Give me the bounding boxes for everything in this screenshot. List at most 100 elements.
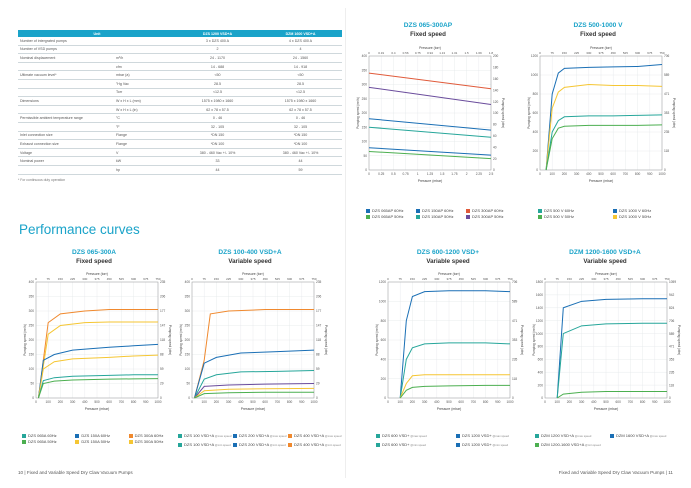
legend-item: DZS 300AP 50Hz bbox=[466, 214, 504, 219]
col-header-unit: Unit bbox=[18, 30, 176, 37]
top-axis-label: Pressure (torr) bbox=[242, 272, 264, 276]
x-tick-label: 0 bbox=[368, 172, 370, 176]
row-value-dzs: 28.5 bbox=[176, 79, 259, 89]
y-axis-label: Pumping speed (m³/h) bbox=[375, 324, 379, 356]
y2-tick-label: 120 bbox=[493, 100, 499, 104]
chart-subtitle-dzm1200-1600vsd: Variable speed bbox=[583, 258, 627, 265]
y-tick-label: 0 bbox=[188, 396, 190, 400]
top-tick-label: 1.5 bbox=[465, 51, 470, 55]
y-tick-label: 300 bbox=[29, 309, 35, 313]
legend-swatch bbox=[233, 442, 237, 447]
series-line bbox=[194, 387, 315, 399]
row-unit: m³/h bbox=[114, 53, 176, 63]
top-tick-label: 450 bbox=[616, 277, 621, 281]
series-line bbox=[37, 343, 159, 399]
legend-note: @max speed bbox=[409, 434, 427, 438]
chart-title-dzs065-300a: DZS 065-300A bbox=[72, 249, 116, 256]
x-tick-label: 900 bbox=[299, 400, 305, 404]
x-tick-label: 800 bbox=[635, 172, 641, 176]
x-tick-label: 2.25 bbox=[476, 172, 482, 176]
legend-swatch bbox=[376, 433, 380, 438]
top-tick-label: 0.19 bbox=[378, 51, 384, 55]
x-tick-label: 900 bbox=[495, 400, 501, 404]
row-unit: °F bbox=[114, 122, 176, 132]
top-tick-label: 300 bbox=[82, 277, 87, 281]
y-axis-label: Pumping speed (m³/h) bbox=[527, 97, 531, 129]
top-tick-label: 450 bbox=[459, 277, 464, 281]
top-tick-label: 525 bbox=[628, 277, 633, 281]
y2-tick-label: 471 bbox=[512, 319, 518, 323]
table-row: Torr <12.5 <12.5 bbox=[18, 88, 342, 98]
y-tick-label: 50 bbox=[30, 382, 34, 386]
legend-swatch bbox=[288, 433, 292, 438]
series-line bbox=[368, 147, 492, 156]
row-label: Number of VSD pumps bbox=[18, 45, 114, 55]
y-tick-label: 1200 bbox=[536, 319, 543, 323]
x-tick-label: 1 bbox=[417, 172, 419, 176]
row-label: Inlet connection size bbox=[18, 131, 114, 141]
series-line bbox=[556, 391, 667, 399]
series-line bbox=[399, 374, 510, 399]
col-header-dzm1600: DZM 1600 VSD+A bbox=[259, 30, 342, 37]
table-row: Voltage V 380 - 460 Vac +/- 10% 380 - 460 V… bbox=[18, 148, 342, 158]
y2-tick-label: 140 bbox=[493, 88, 499, 92]
series-line bbox=[194, 391, 314, 399]
series-line bbox=[368, 118, 492, 131]
x-tick-label: 0.75 bbox=[402, 172, 408, 176]
top-tick-label: 450 bbox=[107, 277, 112, 281]
y-tick-label: 250 bbox=[29, 324, 35, 328]
top-tick-label: 525 bbox=[623, 51, 628, 55]
series-line bbox=[193, 349, 315, 399]
y2-tick-label: 29 bbox=[316, 382, 320, 386]
y2-tick-label: 147 bbox=[316, 324, 322, 328]
chart-title-dzs600-1200vsd: DZS 600-1200 VSD+ bbox=[416, 249, 480, 256]
plot-frame bbox=[191, 281, 315, 399]
legend-item: DZM 1200 VSD+A @max speed bbox=[535, 433, 591, 438]
top-tick-label: 0.75 bbox=[415, 51, 421, 55]
x-tick-label: 500 bbox=[94, 400, 100, 404]
row-value-dzm: 4 bbox=[259, 45, 342, 55]
legend-note: @max speed bbox=[574, 434, 592, 438]
legend-item: DZS 065AP 50Hz bbox=[366, 214, 404, 219]
y2-tick-label: 60 bbox=[493, 134, 497, 138]
y-tick-label: 1600 bbox=[536, 293, 543, 297]
row-unit: W x H x L (mm) bbox=[114, 96, 176, 106]
row-unit: Torr bbox=[114, 88, 176, 98]
top-tick-label: 75 bbox=[203, 277, 207, 281]
top-tick-label: 1.31 bbox=[451, 51, 457, 55]
y2-tick-label: 942 bbox=[669, 293, 675, 297]
row-value-dzs: 2 bbox=[176, 45, 259, 55]
series-line bbox=[545, 124, 663, 171]
x-tick-label: 1000 bbox=[663, 400, 670, 404]
y-tick-label: 350 bbox=[185, 295, 191, 299]
x-tick-label: 500 bbox=[603, 400, 609, 404]
top-tick-label: 300 bbox=[434, 277, 439, 281]
y-tick-label: 250 bbox=[362, 97, 368, 101]
y2-tick-label: 177 bbox=[160, 309, 166, 313]
series-line bbox=[37, 374, 158, 399]
legend-item: DZS 150A 50Hz bbox=[75, 439, 110, 444]
page-divider bbox=[345, 8, 346, 478]
legend-label: DZS 065A 50Hz bbox=[28, 439, 57, 444]
top-tick-label: 750 bbox=[155, 277, 160, 281]
legend-swatch bbox=[366, 208, 370, 213]
table-row: °F 32 - 105 32 - 105 bbox=[18, 122, 342, 132]
y-tick-label: 150 bbox=[29, 353, 35, 357]
x-tick-label: 600 bbox=[263, 400, 269, 404]
x-tick-label: 100 bbox=[46, 400, 52, 404]
legend-dzs065-300ap: DZS 065AP 60Hz DZS 150AP 60Hz DZS 300AP 60… bbox=[366, 208, 516, 228]
legend-label: DZM 1600 VSD+A bbox=[616, 433, 650, 438]
legend-label: DZM 1200 VSD+A bbox=[541, 433, 575, 438]
table-row: Nominal power kW 33 44 bbox=[18, 156, 342, 166]
x-tick-label: 100 bbox=[550, 172, 556, 176]
table-row: Inlet connection size Flange *DN 150 *DN 15… bbox=[18, 131, 342, 141]
row-label: Voltage bbox=[18, 148, 114, 158]
row-label: Nominal power bbox=[18, 156, 114, 166]
legend-item: DZS 065A 60Hz bbox=[22, 433, 57, 438]
y2-tick-label: 235 bbox=[664, 130, 670, 134]
y-tick-label: 800 bbox=[381, 319, 387, 323]
section-title: Performance curves bbox=[19, 222, 140, 237]
y2-tick-label: 353 bbox=[512, 338, 518, 342]
top-tick-label: 300 bbox=[238, 277, 243, 281]
